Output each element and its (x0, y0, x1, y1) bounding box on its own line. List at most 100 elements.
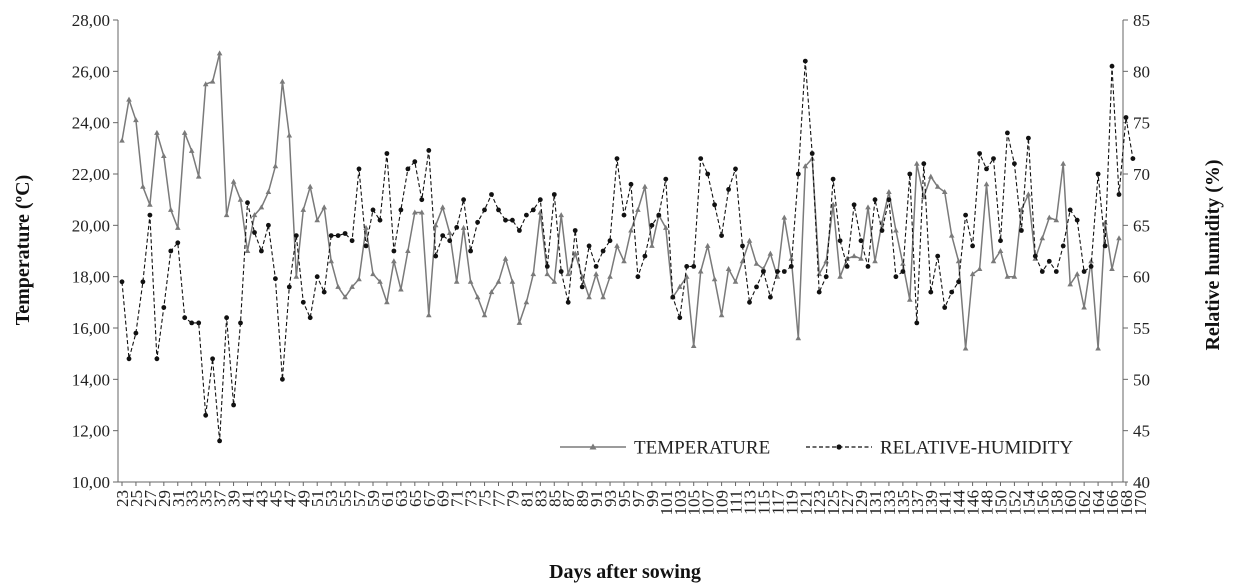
humidity-point (496, 207, 501, 213)
humidity-point (865, 264, 871, 269)
temperature-point (356, 276, 362, 282)
temperature-point (635, 206, 641, 212)
x-tick-label: 93 (601, 490, 620, 507)
humidity-point (482, 207, 487, 213)
humidity-point (572, 228, 578, 233)
humidity-point (879, 228, 885, 233)
humidity-point (984, 166, 989, 172)
humidity-point (489, 192, 494, 197)
legend-humidity-label: RELATIVE-HUMIDITY (880, 438, 1073, 459)
temperature-point (244, 248, 251, 253)
humidity-point (775, 269, 780, 274)
humidity-point (1060, 243, 1066, 249)
humidity-point (1130, 156, 1136, 162)
temperature-point (969, 271, 976, 277)
temperature-point (328, 258, 334, 264)
x-tick-label: 107 (699, 490, 718, 516)
humidity-point (795, 171, 801, 177)
humidity-point (942, 305, 948, 310)
temperature-point (516, 319, 523, 325)
humidity-point (886, 197, 892, 203)
temperature-point (133, 117, 139, 123)
left-tick-label: 20,00 (72, 216, 110, 235)
humidity-point (579, 284, 585, 290)
temperature-point (481, 312, 488, 318)
temperature-point (1046, 214, 1053, 220)
x-tick-label: 127 (838, 490, 857, 516)
humidity-point (977, 151, 982, 156)
humidity-point (349, 238, 355, 244)
temperature-point (412, 209, 418, 215)
x-tick-label: 164 (1089, 490, 1108, 516)
x-tick-label: 49 (294, 490, 313, 507)
humidity-point (140, 279, 146, 285)
temperature-point (948, 232, 955, 238)
humidity-point (663, 176, 669, 182)
x-tick-label: 61 (378, 490, 397, 507)
left-tick-label: 12,00 (72, 422, 110, 441)
humidity-point (419, 197, 425, 203)
left-y-axis-ticks: 10,00 12,00 14,00 16,00 18,00 20,00 22,00 24,00… (72, 11, 118, 492)
humidity-point (1039, 269, 1045, 274)
x-tick-label: 154 (1019, 490, 1038, 516)
temperature-point (593, 271, 599, 277)
temperature-point (976, 266, 983, 271)
legend-item-temperature: TEMPERATURE (560, 438, 770, 459)
x-tick-label: 81 (517, 490, 536, 507)
temperature-point (1025, 191, 1032, 197)
humidity-point (900, 269, 906, 274)
temperature-point (537, 209, 544, 215)
right-tick-label: 80 (1133, 62, 1150, 81)
humidity-point (1053, 269, 1059, 274)
temperature-point (767, 250, 774, 256)
right-tick-label: 50 (1133, 370, 1150, 389)
humidity-point (307, 315, 313, 321)
x-tick-label: 91 (587, 490, 606, 507)
temperature-point (168, 206, 174, 212)
temperature-series (119, 50, 1122, 351)
temperature-point (697, 268, 704, 274)
x-tick-label: 135 (894, 490, 913, 516)
temperature-point (1004, 273, 1011, 279)
humidity-point (321, 289, 327, 295)
temperature-point (530, 271, 537, 277)
humidity-point (335, 233, 341, 239)
humidity-point (384, 151, 390, 156)
temperature-point (335, 283, 341, 289)
temperature-point (941, 189, 948, 194)
temperature-point (565, 271, 571, 277)
legend-temperature-label: TEMPERATURE (634, 438, 770, 459)
left-tick-label: 22,00 (72, 165, 110, 184)
temperature-point (272, 163, 279, 169)
temperature-point (474, 294, 481, 300)
x-tick-label: 31 (169, 490, 188, 507)
humidity-point (747, 299, 752, 305)
x-tick-label: 168 (1117, 490, 1136, 516)
temperature-point (495, 278, 502, 284)
temperature-point (886, 189, 892, 194)
humidity-point (475, 219, 480, 225)
humidity-point (970, 243, 975, 249)
humidity-point (133, 330, 139, 336)
humidity-point (1109, 63, 1115, 69)
temperature-point (802, 163, 809, 169)
temperature-point (858, 255, 864, 261)
x-tick-label: 23 (113, 490, 132, 507)
x-tick-label: 109 (713, 490, 732, 516)
y-axis-title-left: Temperature (ºC) (12, 175, 34, 325)
temperature-point (1067, 281, 1073, 287)
right-tick-label: 45 (1133, 422, 1150, 441)
x-tick-label: 99 (643, 490, 662, 507)
humidity-point (147, 212, 153, 218)
humidity-point (119, 279, 125, 285)
humidity-point (440, 233, 446, 239)
humidity-point (1095, 171, 1101, 177)
left-tick-label: 24,00 (72, 114, 110, 133)
temperature-point (377, 278, 383, 284)
x-axis-ticks: 2325272931333537394143454749515355575961… (113, 482, 1150, 516)
x-tick-label: 141 (936, 490, 955, 516)
humidity-point (273, 276, 278, 282)
humidity-point (468, 248, 473, 254)
temperature-point (405, 248, 411, 253)
humidity-point (1046, 258, 1052, 264)
